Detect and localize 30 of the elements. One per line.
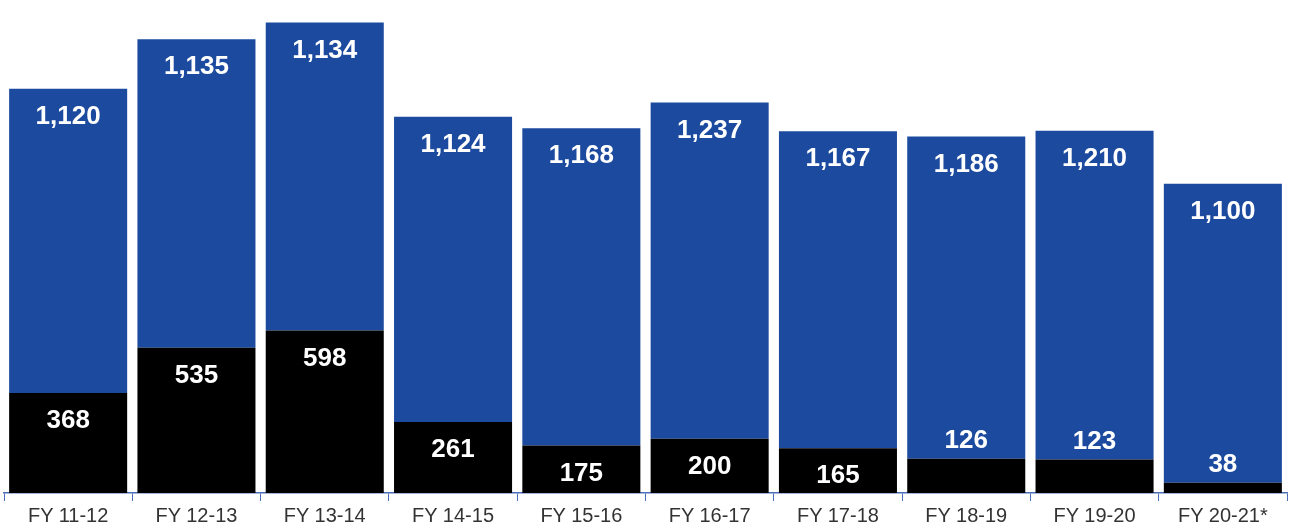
- data-label: 38: [1208, 447, 1238, 478]
- data-label: 123: [1072, 424, 1117, 455]
- x-tick-label: FY 20-21*: [1178, 503, 1268, 526]
- x-tick-label: FY 18-19: [925, 503, 1008, 526]
- x-tick-label: FY 14-15: [412, 503, 494, 526]
- data-label: 1,168: [548, 139, 614, 170]
- data-label: 598: [303, 341, 347, 372]
- x-tick-label: FY 19-20: [1053, 503, 1136, 526]
- data-label: 1,186: [933, 147, 999, 178]
- x-tick-label: FY 16-17: [668, 503, 751, 526]
- data-label: 1,100: [1190, 195, 1256, 226]
- data-label: 1,237: [677, 113, 743, 144]
- data-label: 1,134: [292, 33, 358, 64]
- data-label: 535: [174, 358, 219, 389]
- x-tick-label: FY 13-14: [283, 503, 366, 526]
- data-label: 1,120: [35, 99, 101, 130]
- data-label: 175: [559, 456, 604, 487]
- x-tick-label: FY 15-16: [540, 503, 623, 526]
- x-tick-label: FY 11-12: [27, 503, 109, 526]
- x-tick-label: FY 12-13: [155, 503, 238, 526]
- data-label: 126: [944, 423, 988, 454]
- data-label: 1,167: [805, 142, 871, 173]
- x-tick-label: FY 17-18: [797, 503, 879, 526]
- data-label: 200: [687, 449, 732, 480]
- data-label: 165: [816, 459, 860, 490]
- data-label: 368: [46, 404, 90, 435]
- data-label: 1,124: [420, 127, 487, 158]
- data-label: 1,210: [1062, 142, 1128, 173]
- data-label: 261: [431, 433, 475, 464]
- data-label: 1,135: [163, 50, 229, 81]
